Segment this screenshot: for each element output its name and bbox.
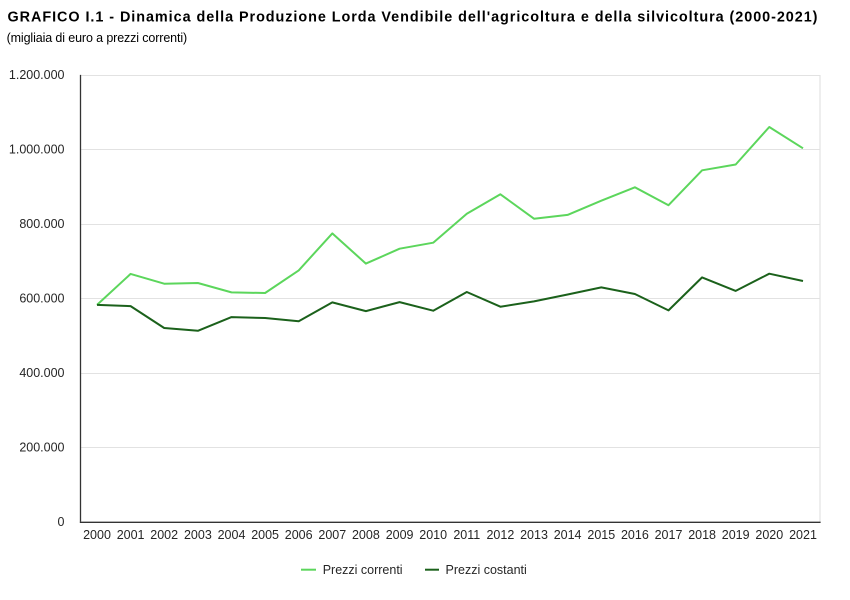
svg-text:GRAFICO I.1 - Dinamica della P: GRAFICO I.1 - Dinamica della Produzione … [8,9,819,25]
svg-text:2012: 2012 [486,528,514,542]
svg-text:2003: 2003 [184,528,212,542]
svg-text:1.200.000: 1.200.000 [9,68,65,82]
svg-text:2013: 2013 [520,528,548,542]
svg-text:1.000.000: 1.000.000 [9,143,65,157]
svg-text:2011: 2011 [453,528,480,542]
svg-text:(migliaia di euro a prezzi cor: (migliaia di euro a prezzi correnti) [7,31,187,45]
svg-text:400.000: 400.000 [19,366,64,380]
svg-text:800.000: 800.000 [19,217,64,231]
svg-text:2018: 2018 [688,528,716,542]
svg-text:2020: 2020 [755,528,783,542]
svg-text:2006: 2006 [285,528,313,542]
svg-text:2017: 2017 [655,528,683,542]
svg-text:Prezzi correnti: Prezzi correnti [323,563,403,577]
svg-text:2004: 2004 [218,528,246,542]
svg-text:2015: 2015 [587,528,615,542]
svg-text:200.000: 200.000 [19,440,64,454]
svg-text:2010: 2010 [419,528,447,542]
svg-text:2000: 2000 [83,528,111,542]
svg-text:2016: 2016 [621,528,649,542]
svg-text:2007: 2007 [318,528,346,542]
svg-text:600.000: 600.000 [19,292,64,306]
svg-text:2014: 2014 [554,528,582,542]
svg-text:2005: 2005 [251,528,279,542]
svg-text:2019: 2019 [722,528,750,542]
svg-text:2001: 2001 [117,528,145,542]
svg-text:2021: 2021 [789,528,817,542]
svg-text:Prezzi costanti: Prezzi costanti [446,563,527,577]
svg-text:2002: 2002 [150,528,178,542]
svg-text:2008: 2008 [352,528,380,542]
svg-text:2009: 2009 [386,528,414,542]
svg-text:0: 0 [58,515,65,529]
